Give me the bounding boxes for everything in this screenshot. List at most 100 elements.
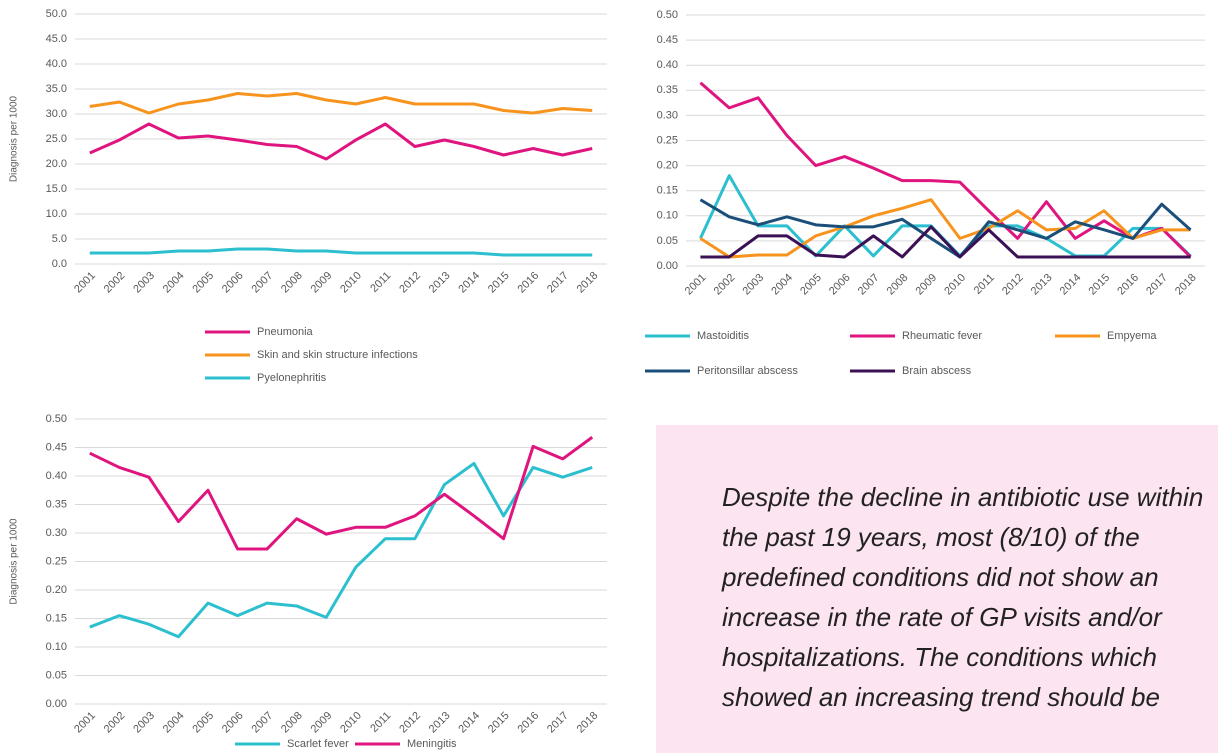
x-tick-label: 2017 bbox=[545, 710, 571, 736]
series-line bbox=[699, 198, 1192, 259]
x-tick-label: 2013 bbox=[427, 710, 453, 736]
y-tick-label: 0.40 bbox=[657, 59, 678, 71]
series-line bbox=[699, 198, 1191, 259]
y-tick-label: 0.45 bbox=[657, 34, 678, 46]
x-tick-label: 2011 bbox=[972, 272, 997, 297]
y-tick-label: 0.0 bbox=[52, 258, 67, 270]
x-tick-label: 2005 bbox=[190, 270, 216, 296]
x-tick-label: 2016 bbox=[1115, 272, 1141, 298]
note-text: Despite the decline in antibiotic use wi… bbox=[722, 482, 1204, 712]
x-tick-label: 2014 bbox=[456, 270, 482, 296]
x-tick-label: 2003 bbox=[131, 270, 157, 296]
x-tick-label: 2003 bbox=[131, 710, 157, 736]
x-tick-label: 2016 bbox=[515, 270, 541, 296]
legend-label: Pneumonia bbox=[257, 326, 314, 338]
series-line bbox=[700, 225, 1191, 259]
legend-label: Peritonsillar abscess bbox=[697, 365, 798, 377]
legend-label: Empyema bbox=[1107, 330, 1157, 342]
note-box: Despite the decline in antibiotic use wi… bbox=[656, 425, 1218, 753]
series-line bbox=[89, 461, 593, 639]
x-tick-label: 2006 bbox=[220, 710, 246, 736]
series-line bbox=[89, 436, 594, 551]
y-tick-label: 0.10 bbox=[657, 210, 678, 222]
legend-label: Brain abscess bbox=[902, 365, 972, 377]
x-tick-label: 2011 bbox=[368, 710, 393, 735]
x-tick-label: 2009 bbox=[309, 710, 335, 736]
x-tick-label: 2002 bbox=[102, 270, 128, 296]
x-tick-label: 2004 bbox=[769, 272, 795, 298]
series-line bbox=[699, 81, 1192, 259]
x-tick-label: 2012 bbox=[1000, 272, 1026, 298]
y-tick-label: 0.05 bbox=[657, 235, 678, 247]
legend-label: Rheumatic fever bbox=[902, 330, 982, 342]
y-tick-label: 10.0 bbox=[46, 208, 67, 220]
y-tick-label: 15.0 bbox=[46, 183, 67, 195]
x-tick-label: 2018 bbox=[1173, 272, 1199, 298]
x-tick-label: 2004 bbox=[161, 270, 187, 296]
y-tick-label: 30.0 bbox=[46, 108, 67, 120]
y-tick-label: 50.0 bbox=[46, 8, 67, 20]
series-line bbox=[89, 247, 593, 257]
x-tick-label: 2001 bbox=[72, 270, 98, 296]
y-tick-label: 0.35 bbox=[46, 498, 67, 510]
x-tick-label: 2014 bbox=[1058, 272, 1084, 298]
x-tick-label: 2001 bbox=[72, 710, 98, 736]
legend-label: Meningitis bbox=[407, 738, 457, 750]
y-tick-label: 0.00 bbox=[46, 698, 67, 710]
y-tick-label: 0.50 bbox=[657, 9, 678, 21]
x-tick-label: 2013 bbox=[1029, 272, 1055, 298]
y-tick-label: 0.05 bbox=[46, 669, 67, 681]
y-tick-label: 25.0 bbox=[46, 133, 67, 145]
x-tick-label: 2014 bbox=[456, 710, 482, 736]
x-tick-label: 2008 bbox=[279, 710, 305, 736]
y-tick-label: 0.20 bbox=[657, 160, 678, 172]
x-tick-label: 2009 bbox=[309, 270, 335, 296]
x-tick-label: 2009 bbox=[913, 272, 939, 298]
y-tick-label: 20.0 bbox=[46, 158, 67, 170]
x-tick-label: 2002 bbox=[102, 710, 128, 736]
y-tick-label: 45.0 bbox=[46, 33, 67, 45]
y-tick-label: 35.0 bbox=[46, 83, 67, 95]
x-tick-label: 2018 bbox=[575, 270, 601, 296]
x-tick-label: 2010 bbox=[338, 270, 364, 296]
y-tick-label: 0.35 bbox=[657, 84, 678, 96]
x-tick-label: 2003 bbox=[740, 272, 766, 298]
legend-label: Scarlet fever bbox=[287, 738, 349, 750]
legend-label: Pyelonephritis bbox=[257, 372, 327, 384]
x-tick-label: 2012 bbox=[397, 710, 423, 736]
x-tick-label: 2007 bbox=[856, 272, 882, 298]
legend-label: Mastoiditis bbox=[697, 330, 749, 342]
y-tick-label: 0.30 bbox=[46, 527, 67, 539]
x-tick-label: 2015 bbox=[486, 710, 512, 736]
x-tick-label: 2007 bbox=[249, 710, 275, 736]
y-tick-label: 0.00 bbox=[657, 260, 678, 272]
y-tick-label: 0.10 bbox=[46, 641, 67, 653]
x-tick-label: 2005 bbox=[190, 710, 216, 736]
x-tick-label: 2004 bbox=[161, 710, 187, 736]
y-tick-label: 0.25 bbox=[46, 555, 67, 567]
y-tick-label: 5.0 bbox=[52, 233, 67, 245]
x-tick-label: 2015 bbox=[486, 270, 512, 296]
x-tick-label: 2010 bbox=[338, 710, 364, 736]
series-line bbox=[89, 92, 593, 115]
x-tick-label: 2010 bbox=[942, 272, 968, 298]
y-tick-label: 0.50 bbox=[46, 413, 67, 425]
x-tick-label: 2013 bbox=[427, 270, 453, 296]
x-tick-label: 2015 bbox=[1086, 272, 1112, 298]
y-tick-label: 0.45 bbox=[46, 441, 67, 453]
x-tick-label: 2008 bbox=[279, 270, 305, 296]
x-tick-label: 2007 bbox=[249, 270, 275, 296]
x-tick-label: 2006 bbox=[220, 270, 246, 296]
legend-label: Skin and skin structure infections bbox=[257, 349, 418, 361]
y-tick-label: 40.0 bbox=[46, 58, 67, 70]
y-tick-label: 0.15 bbox=[657, 185, 678, 197]
x-tick-label: 2012 bbox=[397, 270, 423, 296]
y-tick-label: 0.30 bbox=[657, 109, 678, 121]
x-tick-label: 2011 bbox=[368, 270, 393, 295]
x-tick-label: 2016 bbox=[515, 710, 541, 736]
y-axis-label: Diagnosis per 1000 bbox=[9, 95, 20, 182]
x-tick-label: 2002 bbox=[712, 272, 738, 298]
y-tick-label: 0.40 bbox=[46, 470, 67, 482]
